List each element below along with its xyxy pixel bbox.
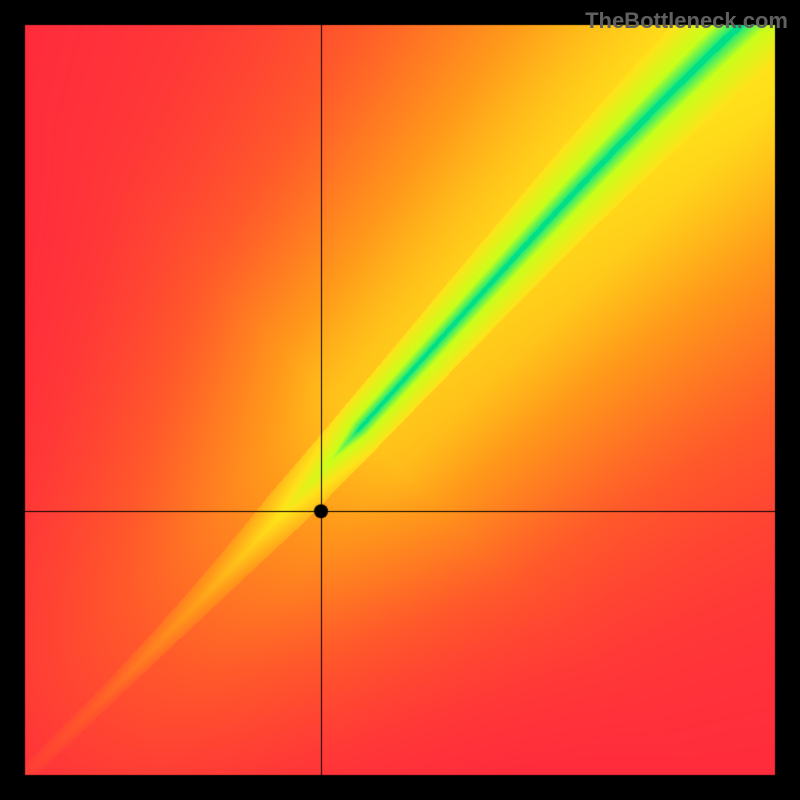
- chart-container: TheBottleneck.com: [0, 0, 800, 800]
- bottleneck-heatmap: [0, 0, 800, 800]
- watermark-text: TheBottleneck.com: [585, 8, 788, 34]
